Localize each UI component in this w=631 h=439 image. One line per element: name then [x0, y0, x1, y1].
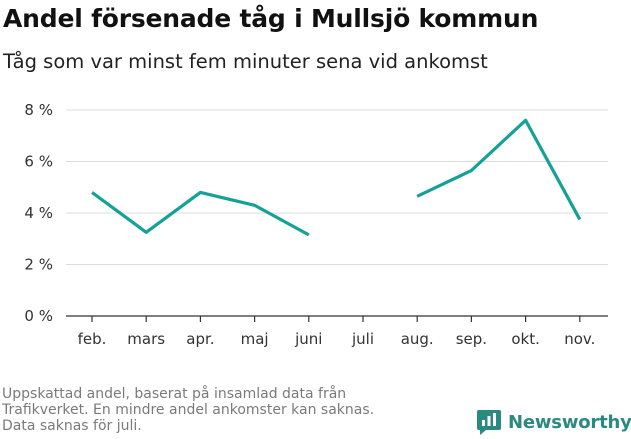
y-tick-label: 4 % [24, 204, 53, 222]
series-line-segment [416, 118, 582, 221]
x-tick-label: feb. [78, 330, 107, 348]
x-tick-label: mars [127, 330, 165, 348]
x-tick-label: aug. [401, 330, 434, 348]
footnote-line-1: Uppskattad andel, baserat på insamlad da… [2, 386, 347, 402]
newsworthy-logo-icon [477, 410, 501, 435]
x-tick-label: nov. [564, 330, 595, 348]
x-tick-label: maj [241, 330, 269, 348]
x-tick-label: apr. [186, 330, 214, 348]
chart-title: Andel försenade tåg i Mullsjö kommun [3, 4, 539, 33]
footnote-line-3: Data saknas för juli. [2, 418, 142, 434]
x-tick-label: juni [294, 330, 322, 348]
footnote: Uppskattad andel, baserat på insamlad da… [2, 386, 442, 434]
series-line-segment [91, 190, 310, 237]
y-tick-label: 2 % [24, 256, 53, 274]
y-tick-label: 8 % [24, 101, 53, 119]
x-tick-label: sep. [456, 330, 487, 348]
footnote-line-2: Trafikverket. En mindre andel ankomster … [2, 402, 375, 418]
y-tick-label: 0 % [24, 307, 53, 325]
y-tick-label: 6 % [24, 153, 53, 171]
x-tick-label: juli [351, 330, 374, 348]
x-tick-label: okt. [511, 330, 540, 348]
brand-name: Newsworthy [508, 411, 631, 433]
brand-logo: Newsworthy [476, 407, 631, 437]
line-chart: 0 % 2 % 4 % 6 % 8 % feb. mars apr. maj juni juli au… [24, 101, 608, 348]
chart-subtitle: Tåg som var minst fem minuter sena vid a… [3, 50, 488, 73]
